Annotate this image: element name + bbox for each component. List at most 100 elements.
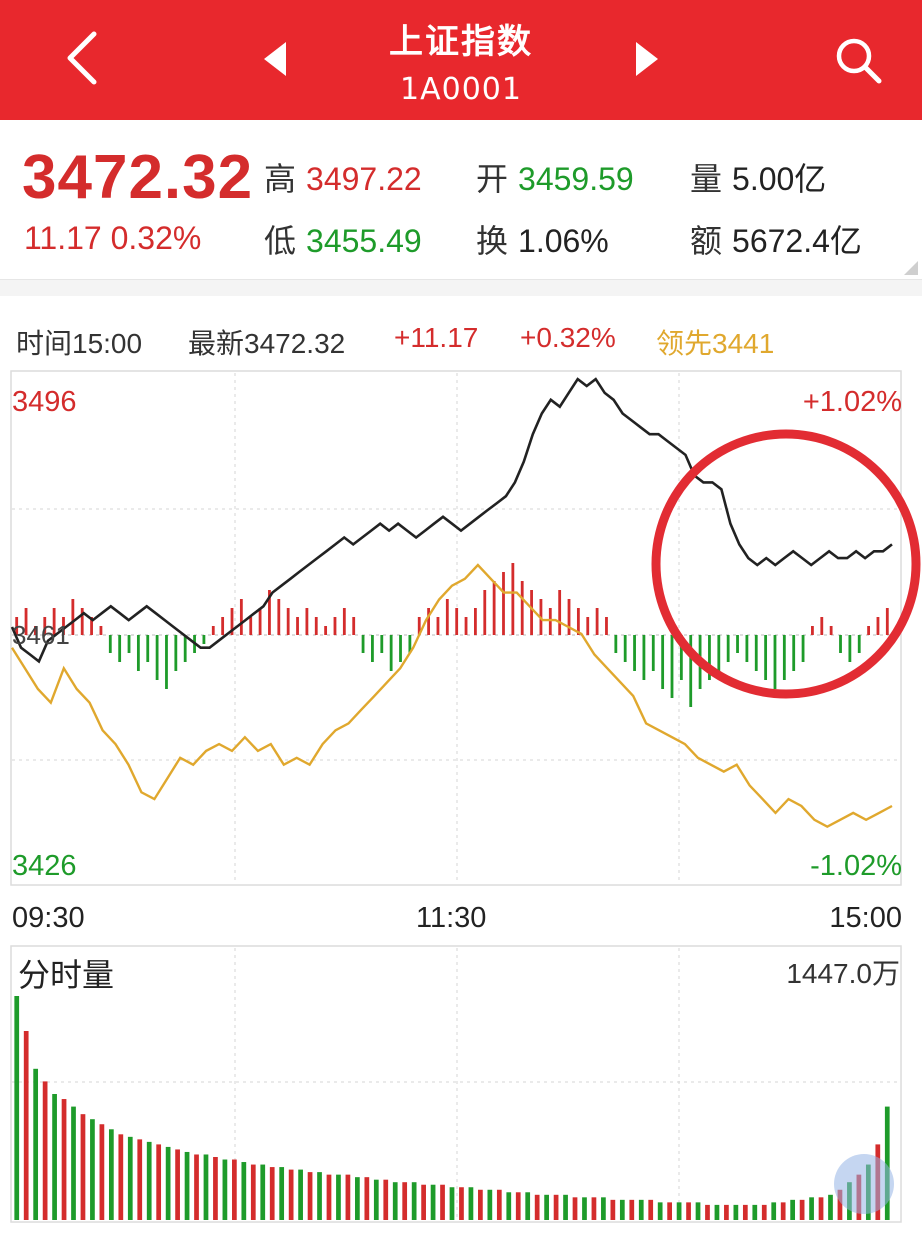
- highlight-circle: [651, 429, 921, 699]
- volume-bar: [761, 1204, 767, 1220]
- ratio-bar: [605, 617, 608, 635]
- volume-bar: [80, 1114, 86, 1220]
- info-latest: 最新3472.32: [188, 328, 346, 359]
- ratio-bar: [445, 599, 449, 635]
- ratio-bar: [876, 617, 880, 635]
- volume-bar: [71, 1106, 76, 1220]
- high-label: 高: [264, 161, 297, 197]
- volume-bar: [250, 1164, 256, 1220]
- ratio-bar: [689, 635, 693, 707]
- ratio-bar: [455, 608, 459, 635]
- volume-max-label: 1447.0万: [786, 958, 900, 989]
- ratio-bar: [520, 581, 524, 635]
- ratio-bar: [408, 635, 412, 653]
- ratio-bar: [202, 635, 206, 644]
- volume-bar: [733, 1204, 739, 1220]
- ratio-bar: [62, 617, 65, 635]
- volume-bar: [127, 1136, 133, 1220]
- ratio-bar: [820, 617, 824, 635]
- info-time: 时间15:00: [16, 328, 143, 359]
- volume-bar: [534, 1194, 540, 1220]
- volume-bar: [818, 1197, 824, 1220]
- expand-corner-icon[interactable]: [904, 261, 918, 275]
- volume-bar: [298, 1169, 303, 1220]
- ratio-bar: [436, 617, 440, 635]
- change-value: 11.17: [24, 220, 102, 256]
- volume-bar: [203, 1154, 209, 1220]
- ratio-bar: [708, 635, 711, 680]
- volume-bar: [657, 1202, 663, 1220]
- current-price: 3472.32: [22, 143, 254, 212]
- info-change: +11.17: [394, 322, 479, 353]
- volume-grid: [12, 948, 900, 1220]
- ratio-bar: [427, 608, 430, 635]
- volume-bar: [52, 1094, 57, 1220]
- volume-bar: [383, 1179, 389, 1220]
- volume-bar: [440, 1184, 445, 1220]
- volume-bar: [884, 1106, 890, 1220]
- ratio-bar: [342, 608, 346, 635]
- search-icon[interactable]: [832, 34, 884, 86]
- ratio-bar: [773, 635, 777, 689]
- ratio-bar: [670, 635, 674, 698]
- volume-value: 5.00亿: [732, 161, 827, 197]
- ratio-bar: [558, 590, 562, 635]
- volume-bar: [487, 1189, 493, 1220]
- ratio-bar: [492, 581, 496, 635]
- ratio-bar: [277, 599, 281, 635]
- volume-bar: [648, 1199, 654, 1220]
- open-field: 开 3459.59: [476, 154, 634, 200]
- ratio-bar: [829, 626, 833, 635]
- volume-bar: [686, 1202, 691, 1220]
- ratio-bar: [80, 608, 84, 635]
- volume-bar: [799, 1199, 805, 1220]
- volume-bar: [99, 1124, 105, 1220]
- volume-bar: [695, 1202, 701, 1220]
- volume-bar: [364, 1177, 370, 1220]
- volume-bar: [771, 1202, 777, 1220]
- ratio-bar: [230, 608, 234, 635]
- ratio-bar: [857, 635, 861, 653]
- turnover-label: 换: [476, 223, 509, 259]
- volume-panel-frame: [10, 945, 902, 1223]
- floating-action-button[interactable]: [834, 1154, 894, 1214]
- back-arrow-icon[interactable]: [58, 28, 106, 88]
- volume-bar: [326, 1174, 332, 1220]
- ratio-bar: [174, 635, 178, 671]
- ratio-bar: [782, 635, 786, 680]
- volume-bar: [421, 1184, 426, 1220]
- volume-bar: [582, 1197, 587, 1220]
- ratio-bar: [595, 608, 599, 635]
- ratio-bar: [567, 599, 571, 635]
- volume-bar: [449, 1187, 455, 1220]
- index-title: 上证指数: [389, 22, 533, 62]
- next-stock-icon[interactable]: [634, 40, 660, 78]
- volume-bar: [260, 1164, 266, 1220]
- ratio-bar: [614, 635, 618, 653]
- ratio-bar: [417, 617, 421, 635]
- ratio-bar: [380, 635, 384, 653]
- volume-bars: [14, 980, 890, 1220]
- turnover-field: 换 1.06%: [476, 216, 609, 262]
- ratio-bar: [792, 635, 796, 671]
- pct-axis-top: +1.02%: [802, 386, 902, 418]
- y-axis-mid: 3461: [12, 620, 70, 650]
- volume-bar: [478, 1189, 483, 1220]
- volume-bar: [392, 1182, 398, 1220]
- volume-bar: [638, 1199, 644, 1220]
- volume-bar: [279, 1167, 285, 1220]
- volume-bar: [90, 1119, 95, 1220]
- volume-bar: [213, 1157, 218, 1220]
- ratio-bar: [633, 635, 636, 671]
- top-bar: 上证指数 1A0001: [0, 0, 922, 120]
- ratio-bar: [99, 626, 103, 635]
- low-label: 低: [264, 223, 297, 259]
- volume-bar: [610, 1199, 616, 1220]
- info-lead: 领先3441: [656, 328, 775, 359]
- ratio-bar: [221, 617, 225, 635]
- high-field: 高 3497.22: [264, 154, 422, 200]
- intraday-chart[interactable]: [0, 368, 922, 1228]
- volume-bar: [828, 1194, 833, 1220]
- prev-stock-icon[interactable]: [262, 40, 288, 78]
- volume-ratio-bars: [15, 563, 889, 707]
